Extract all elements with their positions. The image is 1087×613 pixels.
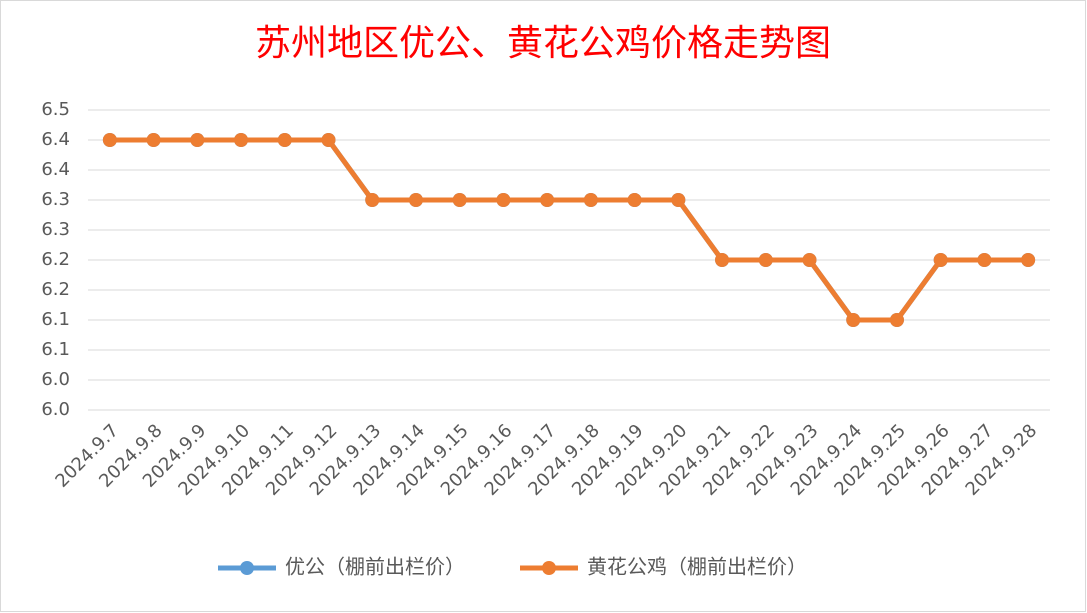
data-point [671, 193, 686, 207]
y-tick-label: 6.1 [41, 309, 70, 330]
data-point [583, 193, 598, 207]
y-tick-label: 6.3 [41, 189, 70, 210]
y-tick-label: 6.2 [41, 249, 70, 270]
data-point [540, 193, 555, 207]
data-point [1021, 253, 1036, 267]
data-point [234, 133, 249, 147]
data-point [758, 253, 773, 267]
data-point [496, 193, 511, 207]
series-line [109, 137, 1029, 323]
data-point [802, 253, 817, 267]
data-point [102, 133, 117, 147]
y-tick-label: 6.1 [41, 339, 70, 360]
data-point [408, 193, 423, 207]
data-point [889, 313, 904, 327]
data-point [627, 193, 642, 207]
data-point [977, 253, 992, 267]
y-tick-label: 6.4 [41, 159, 70, 180]
legend-label: 优公（棚前出栏价） [285, 555, 465, 579]
data-point [933, 253, 948, 267]
data-point [715, 253, 730, 267]
chart-title: 苏州地区优公、黄花公鸡价格走势图 [255, 23, 831, 64]
y-tick-label: 6.5 [41, 99, 70, 120]
legend-label: 黄花公鸡（棚前出栏价） [587, 555, 807, 579]
data-point [190, 133, 205, 147]
legend-marker [542, 561, 556, 575]
y-tick-label: 6.0 [41, 369, 70, 390]
data-point [452, 193, 467, 207]
data-point [846, 313, 861, 327]
data-point [146, 133, 161, 147]
data-point [321, 133, 336, 147]
data-point [365, 193, 380, 207]
y-tick-label: 6.2 [41, 279, 70, 300]
legend-marker [240, 561, 254, 575]
y-tick-label: 6.3 [41, 219, 70, 240]
y-tick-label: 6.4 [41, 129, 70, 150]
data-point [277, 133, 292, 147]
y-tick-label: 6.0 [41, 399, 70, 420]
